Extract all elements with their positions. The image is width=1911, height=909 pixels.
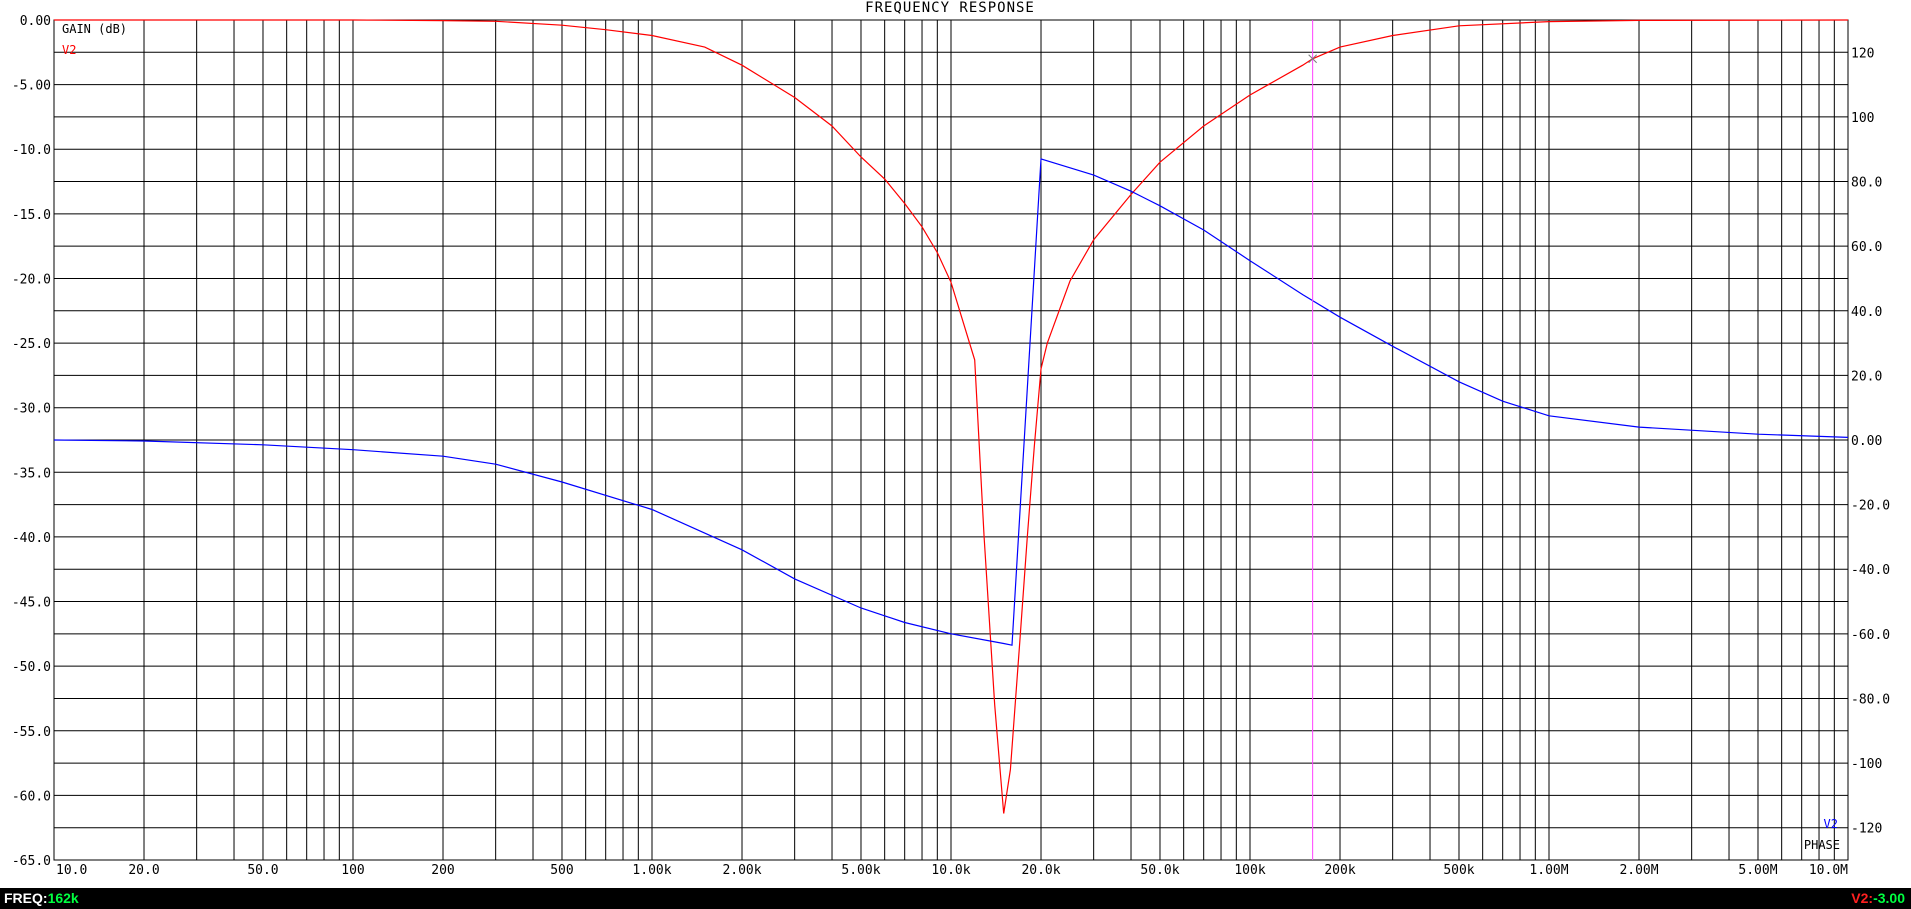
x-tick-label: 2.00k (722, 863, 761, 878)
legend-bottom-right: V2 (1824, 817, 1838, 831)
right-tick-label: 100 (1851, 111, 1874, 126)
x-tick-label: 5.00k (841, 863, 880, 878)
right-tick-label: -100 (1851, 757, 1882, 772)
left-tick-label: -35.0 (12, 466, 51, 481)
left-tick-label: -5.00 (12, 79, 51, 94)
right-tick-label: -120 (1851, 822, 1882, 837)
frequency-response-plot[interactable]: FREQUENCY RESPONSE 0.00 -5.00 -10.0 -15.0 -2… (0, 0, 1911, 888)
left-axis-ticks: 0.00 -5.00 -10.0 -15.0 -20.0 -25.0 -30.0 -35.0 -… (12, 14, 51, 869)
left-axis-label: GAIN (dB) (62, 22, 127, 36)
left-tick-label: -30.0 (12, 402, 51, 417)
x-axis-ticks: 10.0 20.0 50.0 100 200 500 1.00k 2.00k 5.00k 10.0… (56, 863, 1848, 878)
right-axis-label: PHASE (1804, 838, 1840, 852)
gain-series-line (54, 19, 1849, 814)
freq-readout: FREQ:162k (4, 890, 79, 906)
v2-label: V2: (1851, 890, 1874, 906)
left-tick-label: -60.0 (12, 789, 51, 804)
x-tick-label: 200 (431, 863, 454, 878)
right-tick-label: 20.0 (1851, 369, 1882, 384)
v2-value: -3.00 (1873, 890, 1905, 906)
left-tick-label: -45.0 (12, 596, 51, 611)
left-tick-label: -50.0 (12, 660, 51, 675)
right-axis-ticks: 120 100 80.0 60.0 40.0 20.0 0.00 -20.0 -40.0 -60.… (1851, 46, 1890, 836)
x-tick-label: 10.0 (56, 863, 87, 878)
x-tick-label: 10.0k (931, 863, 970, 878)
x-tick-label: 5.00M (1738, 863, 1777, 878)
left-tick-label: -25.0 (12, 337, 51, 352)
x-tick-label: 500k (1443, 863, 1474, 878)
right-tick-label: 80.0 (1851, 176, 1882, 191)
x-tick-label: 50.0k (1140, 863, 1179, 878)
left-tick-label: -55.0 (12, 725, 51, 740)
x-tick-label: 20.0k (1021, 863, 1060, 878)
left-tick-label: -10.0 (12, 143, 51, 158)
x-tick-label: 20.0 (128, 863, 159, 878)
cursor-marker (1308, 54, 1317, 64)
x-tick-label: 50.0 (247, 863, 278, 878)
freq-value: 162k (47, 890, 79, 906)
freq-label: FREQ: (4, 890, 48, 906)
right-tick-label: -20.0 (1851, 499, 1890, 514)
phase-series-line (53, 158, 1849, 646)
right-tick-label: 0.00 (1851, 434, 1882, 449)
status-bar: FREQ:162k V2:-3.00 (0, 888, 1911, 909)
left-tick-label: -65.0 (12, 854, 51, 869)
grid-lines (53, 19, 1849, 861)
right-tick-label: -40.0 (1851, 563, 1890, 578)
x-tick-label: 100k (1234, 863, 1265, 878)
x-tick-label: 100 (341, 863, 364, 878)
x-tick-label: 2.00M (1619, 863, 1658, 878)
chart-title: FREQUENCY RESPONSE (865, 0, 1035, 16)
left-tick-label: -40.0 (12, 531, 51, 546)
right-tick-label: 40.0 (1851, 305, 1882, 320)
legend-top-left: V2 (62, 43, 76, 57)
right-tick-label: 120 (1851, 46, 1874, 61)
x-tick-label: 200k (1324, 863, 1355, 878)
right-tick-label: -60.0 (1851, 628, 1890, 643)
x-tick-label: 10.0M (1809, 863, 1848, 878)
right-tick-label: -80.0 (1851, 692, 1890, 707)
left-tick-label: 0.00 (20, 14, 51, 29)
x-tick-label: 1.00k (632, 863, 671, 878)
right-tick-label: 60.0 (1851, 240, 1882, 255)
v2-readout: V2:-3.00 (1851, 890, 1905, 906)
cursor-x-mark (1308, 54, 1317, 64)
series-lines (53, 19, 1849, 814)
x-tick-label: 500 (550, 863, 573, 878)
left-tick-label: -20.0 (12, 272, 51, 287)
left-tick-label: -15.0 (12, 208, 51, 223)
x-tick-label: 1.00M (1529, 863, 1568, 878)
